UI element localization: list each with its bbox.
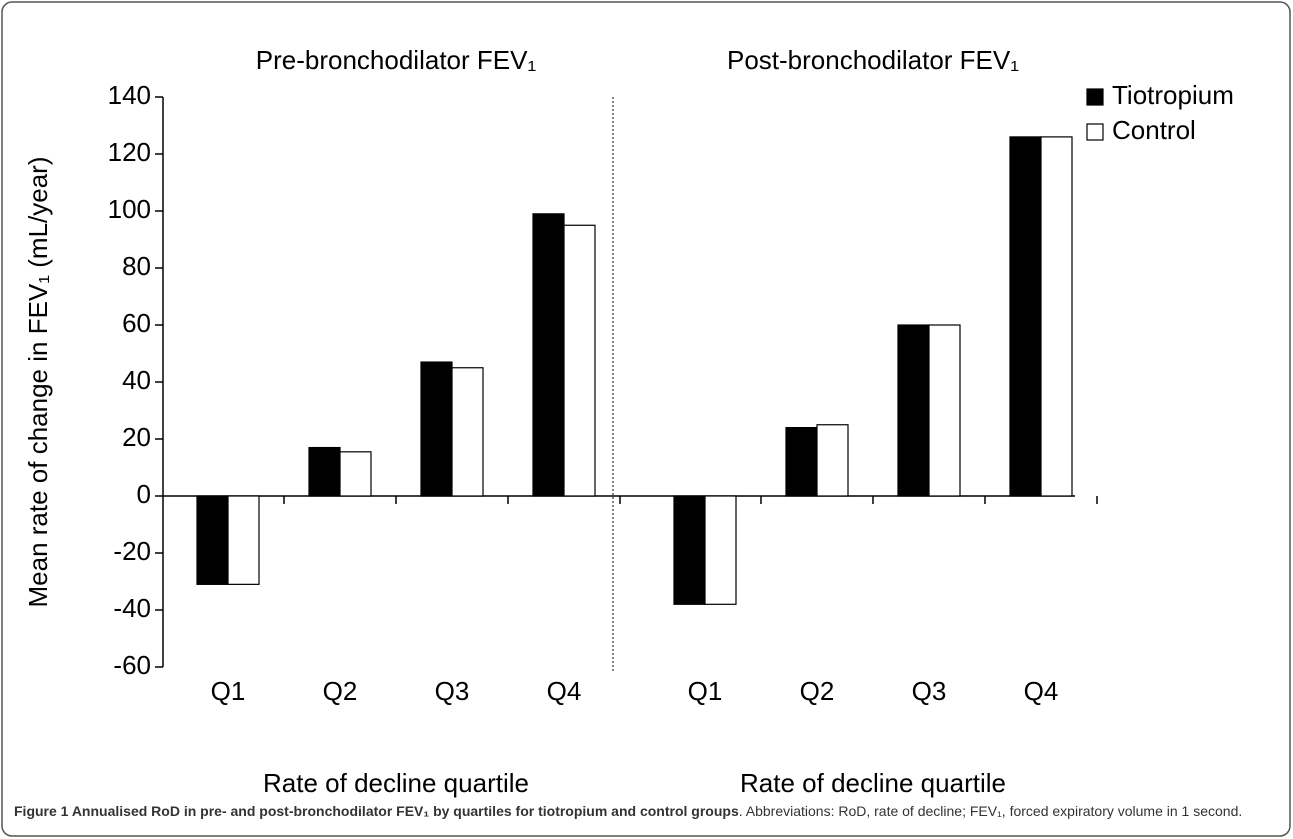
bar [704,495,737,605]
bar [308,446,341,497]
bar [673,495,706,605]
bar [816,424,849,497]
y-axis-label: Mean rate of change in FEV₁ (mL/year) [23,157,53,608]
bar [532,213,565,497]
y-tick-label: -60 [113,650,151,680]
bar [227,495,260,585]
bar [451,367,484,497]
bar [196,495,229,585]
y-tick-label: 140 [108,80,151,110]
y-tick-label: -20 [113,536,151,566]
legend-label: Tiotropium [1112,80,1234,110]
bar [339,451,372,497]
bar [1040,136,1073,497]
x-tick-label: Q4 [1024,676,1059,706]
y-tick-label: 100 [108,194,151,224]
x-tick-label: Q1 [688,676,723,706]
bar [563,224,596,497]
y-tick-label: 40 [122,365,151,395]
legend-swatch [1086,88,1104,106]
x-axis-label: Rate of decline quartile [263,768,529,798]
panel-title: Pre-bronchodilator FEV₁ [256,45,537,75]
bar [785,427,818,497]
caption: Figure 1 Annualised RoD in pre- and post… [14,802,1279,820]
y-tick-label: 60 [122,308,151,338]
y-tick-label: 80 [122,251,151,281]
legend-swatch [1086,123,1104,141]
x-tick-label: Q3 [912,676,947,706]
panel-title: Post-bronchodilator FEV₁ [727,45,1019,75]
y-tick-label: 0 [137,479,151,509]
bar [928,324,961,497]
x-tick-label: Q2 [323,676,358,706]
bar [420,361,453,497]
legend-label: Control [1112,115,1196,145]
x-tick-label: Q1 [211,676,246,706]
caption-text: . Abbreviations: RoD, rate of decline; F… [738,803,1243,819]
x-tick-label: Q2 [800,676,835,706]
y-tick-label: 120 [108,137,151,167]
y-tick-label: 20 [122,422,151,452]
y-tick-label: -40 [113,593,151,623]
bar [1009,136,1042,497]
x-axis-label: Rate of decline quartile [740,768,1006,798]
x-tick-label: Q3 [435,676,470,706]
x-tick-label: Q4 [547,676,582,706]
caption-bold: Figure 1 Annualised RoD in pre- and post… [14,803,739,819]
bar [897,324,930,497]
